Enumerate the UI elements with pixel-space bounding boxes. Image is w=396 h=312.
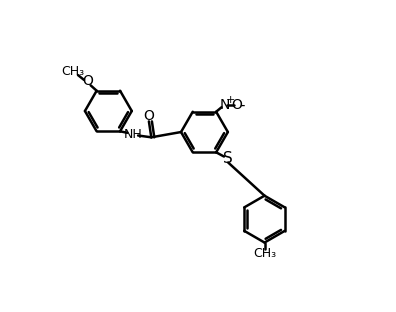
Text: +: + (225, 95, 235, 105)
Text: -: - (239, 97, 245, 112)
Text: O: O (232, 98, 243, 112)
Text: CH₃: CH₃ (62, 65, 85, 78)
Text: S: S (223, 151, 232, 166)
Text: N: N (219, 98, 230, 112)
Text: O: O (82, 74, 93, 88)
Text: CH₃: CH₃ (253, 247, 276, 261)
Text: NH: NH (123, 128, 142, 141)
Text: O: O (143, 109, 154, 123)
